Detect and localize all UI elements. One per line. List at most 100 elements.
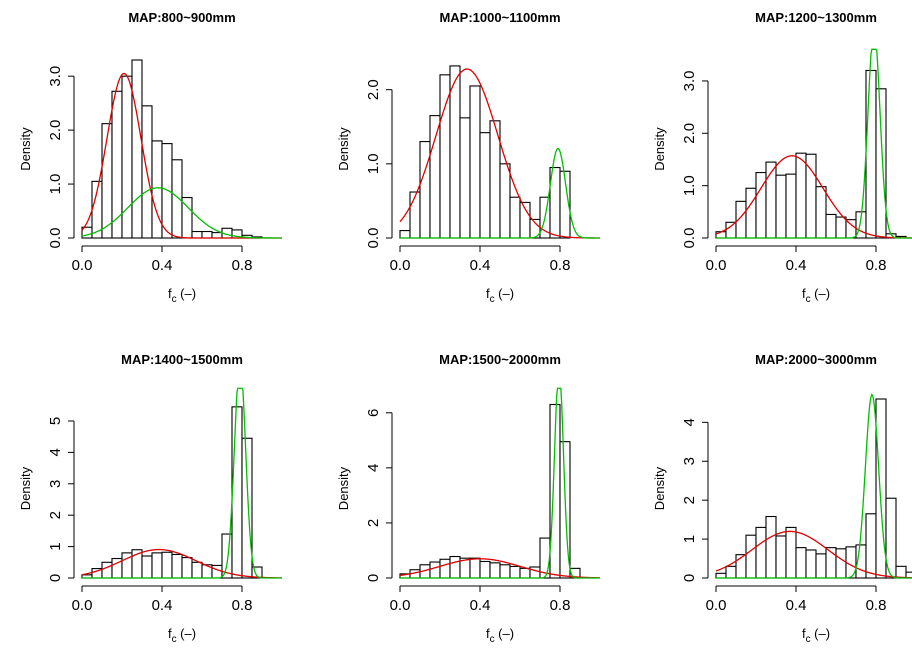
x-axis-label-main: f [486,626,490,641]
y-tick-label: 3.0 [681,71,698,92]
y-tick-label: 1.0 [681,175,698,196]
histogram-bar [519,567,531,579]
histogram-bar [875,88,887,239]
x-axis-label: fc (–) [168,626,196,645]
x-tick-label: 0.8 [550,597,571,614]
histogram-bar [499,163,511,239]
histogram-bar [825,213,837,239]
y-tick-label: 4 [47,448,64,456]
histogram-bar [865,513,877,579]
green-fit-curve [82,387,282,579]
histogram-bar [409,191,421,239]
histogram-bar [865,69,877,239]
y-tick-label: 1.0 [365,153,382,174]
red-fit-curve [399,558,601,579]
histogram-bar [131,59,143,239]
y-tick-label: 3 [47,480,64,488]
histogram-bar [755,526,767,579]
histogram-bar [875,398,887,579]
y-tick-label: 0.0 [365,228,382,249]
histogram-panel: MAP:1000~1100mm 0.0 0.4 0.8 fc (–) 0.0 1.0 2.0 D… [336,10,600,305]
y-axis-label: Density [18,466,33,510]
panel-title: MAP:1000~1100mm [439,10,560,25]
green-fit-curve [81,187,282,239]
histogram-bar [529,566,541,579]
y-tick-label: 4 [365,464,382,472]
y-tick-label: 2 [681,496,698,504]
histogram-bar [459,117,471,239]
histogram-bar [765,515,777,579]
histogram-bar [835,216,847,239]
red-fit-curve [715,155,912,239]
y-axis-label: Density [336,466,351,510]
histogram-bar [745,534,757,579]
red-fit-curve [399,68,600,239]
x-tick-label: 0.8 [550,257,571,274]
histogram-bar [399,230,411,239]
y-tick-label: 1.0 [47,174,64,195]
x-axis-label-subscript: c [172,634,177,645]
histogram-bar [171,159,183,239]
x-tick-label: 0.4 [470,257,491,274]
histogram-bar [775,174,787,239]
y-axis-label: Density [18,127,33,171]
x-axis-label-main: f [168,626,172,641]
y-tick-label: 1 [681,535,698,543]
y-tick-label: 2.0 [681,123,698,144]
histogram-bar [101,561,113,579]
y-tick-label: 0 [365,574,382,582]
x-axis-label-subscript: c [806,294,811,305]
y-axis-label: Density [336,127,351,171]
y-tick-label: 5 [47,417,64,425]
x-axis-label-main: f [802,286,806,301]
histogram-bar [795,547,807,579]
x-tick-label: 0.8 [232,597,253,614]
histogram-bar [785,173,797,239]
y-tick-label: 2.0 [47,120,64,141]
x-tick-label: 0.0 [72,597,93,614]
x-tick-label: 0.8 [866,257,887,274]
panel-title: MAP:1500~2000mm [439,352,561,367]
x-axis-label: fc (–) [168,286,196,305]
histogram-bar [479,132,491,239]
green-fit-curve [716,393,912,579]
histogram-bar [211,564,223,579]
histogram-bar [499,564,511,579]
x-axis-label: fc (–) [486,286,514,305]
y-tick-label: 0.0 [681,228,698,249]
y-tick-label: 2.0 [365,79,382,100]
histogram-bar [509,565,521,579]
histogram-bar [885,497,897,579]
histogram-bar [429,115,441,239]
histogram-bar [745,187,757,239]
histogram-panel: MAP:1400~1500mm 0.0 0.4 0.8 fc (–) 0 1 2 3 4 5 Dens… [18,352,283,645]
histogram-bar [559,170,571,239]
y-tick-label: 6 [365,409,382,417]
x-axis-label-subscript: c [490,294,495,305]
histogram-bar [479,560,491,579]
x-tick-label: 0.0 [390,597,411,614]
histogram-bar [211,232,223,239]
histogram-bar [429,561,441,579]
y-tick-label: 1 [47,542,64,550]
histogram-bar [775,535,787,579]
histogram-bar [141,555,153,579]
histogram-bar [231,406,243,579]
y-axis-label: Density [652,127,667,171]
x-axis-label-unit: (–) [177,286,197,301]
x-tick-label: 0.8 [866,597,887,614]
histogram-panel: MAP:2000~3000mm 0.0 0.4 0.8 fc (–) 0 1 2 3 4 Densi… [652,352,912,645]
histogram-bar [469,557,481,579]
histogram-bar [805,153,817,239]
x-axis-label-subscript: c [172,294,177,305]
y-tick-label: 2 [47,511,64,519]
histogram-bar [509,196,521,239]
histogram-bar [241,437,253,579]
panel-title: MAP:1200~1300mm [755,10,877,25]
x-axis-label-main: f [168,286,172,301]
histogram-bar [161,551,173,579]
histogram-bar [121,75,133,239]
panel-title: MAP:2000~3000mm [755,352,877,367]
green-fit-curve [716,48,912,239]
